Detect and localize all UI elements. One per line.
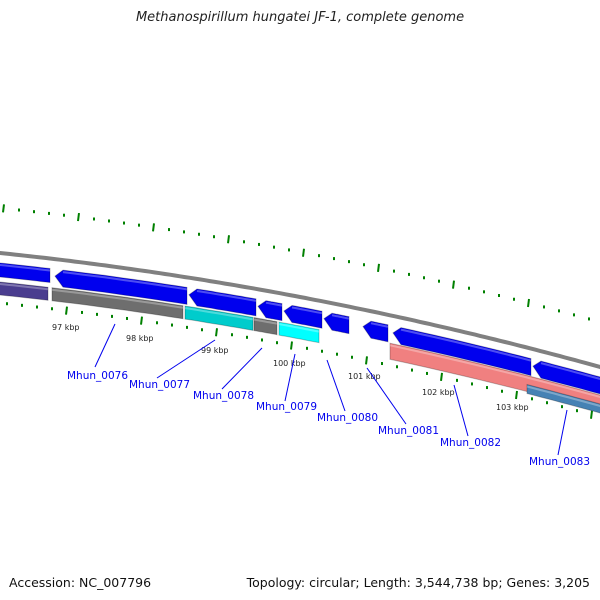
- gene-feature-cyan[interactable]: [184, 305, 254, 331]
- cds-arrow[interactable]: [188, 288, 257, 317]
- major-tick: [65, 306, 68, 315]
- major-tick: [377, 263, 380, 273]
- kbp-label: 97 kbp: [52, 323, 80, 332]
- major-tick: [215, 328, 218, 337]
- genome-backbone: [0, 250, 600, 370]
- tick-marks: [2, 204, 593, 419]
- label-leader-line: [453, 384, 469, 437]
- major-tick: [290, 341, 293, 350]
- label-leader-line: [156, 339, 216, 379]
- major-tick: [515, 390, 518, 400]
- label-leader-line: [94, 323, 116, 368]
- accession-text: Accession: NC_007796: [9, 575, 152, 590]
- gene-feature-cyan[interactable]: [278, 321, 320, 344]
- map-title: Methanospirillum hungatei JF-1, complete…: [135, 10, 465, 25]
- major-tick: [2, 204, 5, 213]
- major-tick: [152, 223, 155, 232]
- major-tick: [227, 235, 230, 244]
- kbp-label: 98 kbp: [126, 334, 154, 343]
- major-tick: [140, 316, 143, 325]
- gene-label[interactable]: Mhun_0081: [378, 425, 439, 437]
- major-tick: [527, 298, 530, 308]
- features: [0, 262, 600, 416]
- label-leader-line: [326, 359, 346, 412]
- kbp-label: 100 kbp: [273, 359, 306, 368]
- label-leader-line: [221, 347, 263, 390]
- topology-text: Topology: circular; Length: 3,544,738 bp…: [246, 575, 590, 590]
- gene-label[interactable]: Mhun_0076: [67, 370, 128, 382]
- major-tick: [302, 248, 305, 257]
- cds-arrow[interactable]: [532, 360, 600, 397]
- label-leader-line: [366, 367, 407, 425]
- gene-feature-gray[interactable]: [51, 287, 184, 320]
- kbp-label: 102 kbp: [422, 388, 455, 397]
- cds-arrow[interactable]: [54, 269, 188, 305]
- kbp-labels: 97 kbp 98 kbp 99 kbp 100 kbp 101 kbp 102 kbp 1…: [52, 323, 529, 412]
- gene-label[interactable]: Mhun_0079: [256, 401, 317, 413]
- gene-label[interactable]: Mhun_0078: [193, 390, 254, 402]
- gene-feature-gray[interactable]: [253, 317, 278, 336]
- cds-arrow[interactable]: [323, 312, 350, 335]
- label-leader-line: [284, 353, 296, 402]
- label-leader-line: [557, 409, 568, 456]
- major-tick: [452, 280, 455, 289]
- gene-label[interactable]: Mhun_0082: [440, 437, 501, 449]
- major-tick: [590, 410, 593, 419]
- gene-label[interactable]: Mhun_0083: [529, 456, 590, 468]
- kbp-label: 103 kbp: [496, 403, 529, 412]
- cds-feature[interactable]: [0, 262, 51, 284]
- kbp-label: 99 kbp: [201, 346, 229, 355]
- gene-feature-purple[interactable]: [0, 281, 49, 301]
- major-tick: [440, 372, 443, 381]
- major-tick: [77, 212, 80, 222]
- cds-arrow[interactable]: [257, 300, 283, 322]
- cds-arrow[interactable]: [283, 304, 323, 329]
- cds-arrow[interactable]: [362, 320, 389, 343]
- kbp-label: 101 kbp: [348, 372, 381, 381]
- gene-feature-steelblue[interactable]: [526, 383, 600, 416]
- gene-labels: Mhun_0076Mhun_0077Mhun_0078Mhun_0079Mhun…: [67, 323, 590, 468]
- major-tick: [365, 356, 368, 365]
- gene-label[interactable]: Mhun_0080: [317, 412, 378, 424]
- gene-label[interactable]: Mhun_0077: [129, 379, 190, 391]
- cds-arrow[interactable]: [392, 327, 532, 377]
